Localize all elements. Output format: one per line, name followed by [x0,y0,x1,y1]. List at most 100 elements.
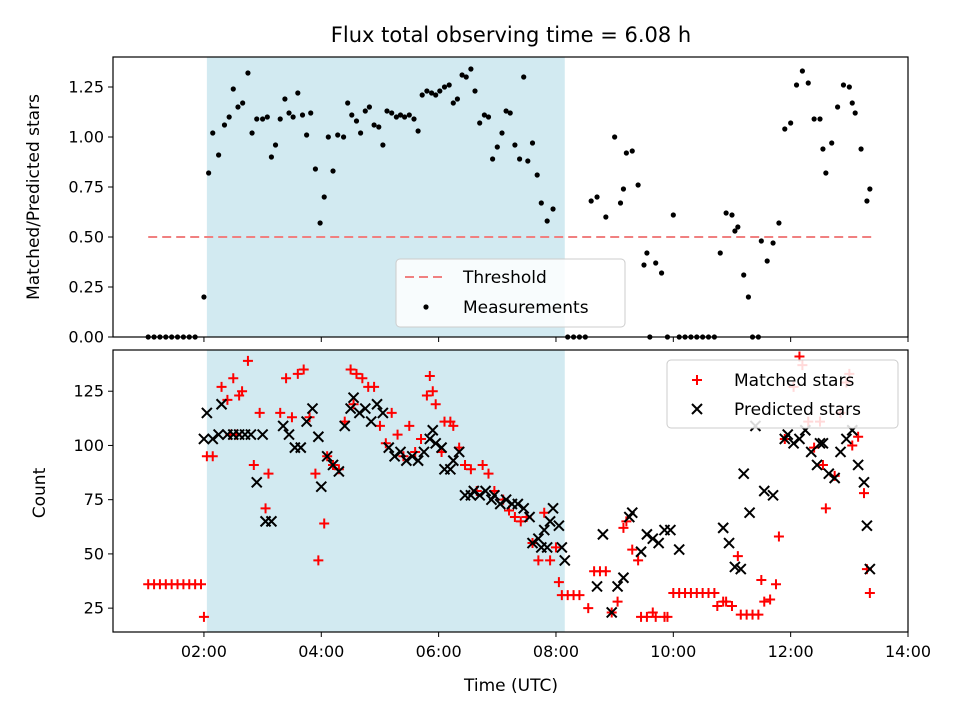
data-point [673,543,685,556]
data-point [820,503,831,514]
data-point [376,124,382,130]
data-point [226,114,232,120]
data-point [523,511,536,523]
data-point [805,80,811,86]
data-point [371,122,377,128]
data-point [313,555,324,566]
data-point [849,100,855,106]
data-point [770,579,781,590]
data-point [272,142,279,148]
data-point [216,152,222,158]
data-point [507,110,513,116]
data-point [516,156,523,162]
y-tick-label: 125 [73,382,104,401]
data-point [339,420,351,432]
data-point [817,459,828,470]
data-point [840,82,847,88]
data-point [717,250,723,256]
data-point [793,433,806,445]
data-point [248,459,259,470]
data-point [371,398,383,410]
data-point [541,541,553,554]
data-point [428,90,435,96]
bottom-chart-ylabel: Count [30,467,50,518]
legend-threshold-label: Threshold [462,268,547,288]
data-point [612,596,623,607]
data-point [286,110,292,116]
data-point [295,441,307,454]
data-point [424,371,435,382]
data-point [847,440,858,451]
data-point [494,498,506,510]
data-point [463,74,469,80]
data-point [764,258,770,264]
data-point [215,398,228,410]
data-point [277,116,283,122]
y-tick-label: 1.00 [68,128,104,147]
data-point [347,392,360,404]
data-point [512,498,524,510]
y-tick-label: 0.50 [68,228,104,247]
data-point [612,134,618,140]
y-tick-label: 100 [73,436,104,455]
data-point [477,120,483,126]
data-point [712,600,723,611]
y-tick-label: 25 [84,599,104,618]
data-point [251,476,263,489]
data-point [533,555,544,566]
data-point [216,381,227,392]
data-point [664,524,677,536]
data-point [782,428,794,441]
data-point [861,520,873,532]
data-point [345,100,351,106]
data-point [732,551,743,562]
x-tick-label: 10:00 [650,642,696,661]
data-point [652,537,665,549]
data-point [726,600,737,611]
data-point [738,467,750,480]
data-point [525,158,531,164]
data-point [799,68,805,74]
x-tick-label: 04:00 [298,642,344,661]
data-point [424,88,430,94]
data-point [299,112,306,118]
data-point [811,116,817,122]
data-point [500,493,512,506]
data-point [588,198,594,204]
data-point [386,407,397,418]
data-point [512,142,518,148]
data-point [617,572,630,584]
data-point [534,172,540,178]
data-point [447,454,460,467]
data-point [282,96,288,102]
data-point [240,100,246,106]
data-point [600,566,611,577]
data-point [357,130,364,136]
data-point [626,506,638,519]
data-point [207,451,218,462]
data-point [606,606,618,619]
data-point [245,428,257,441]
data-point [635,182,641,188]
data-point [263,468,274,479]
data-point [286,412,297,423]
data-point [756,574,767,585]
plot-frame [112,349,909,633]
y-tick-label: 0.00 [68,328,104,347]
data-point [805,446,817,458]
series-measurements [145,66,873,340]
data-point [465,464,476,475]
data-point [333,465,345,478]
data-point [494,144,500,150]
data-point [641,262,647,268]
data-point [509,512,520,523]
data-point [532,533,545,545]
data-point [201,407,213,419]
data-point [230,86,236,92]
data-point [814,437,826,449]
data-point [550,206,556,212]
data-point [366,104,372,110]
legend-measurements-swatch [423,304,429,310]
legend-top: Threshold Measurements [395,258,626,328]
series-predicted-stars [198,392,876,619]
